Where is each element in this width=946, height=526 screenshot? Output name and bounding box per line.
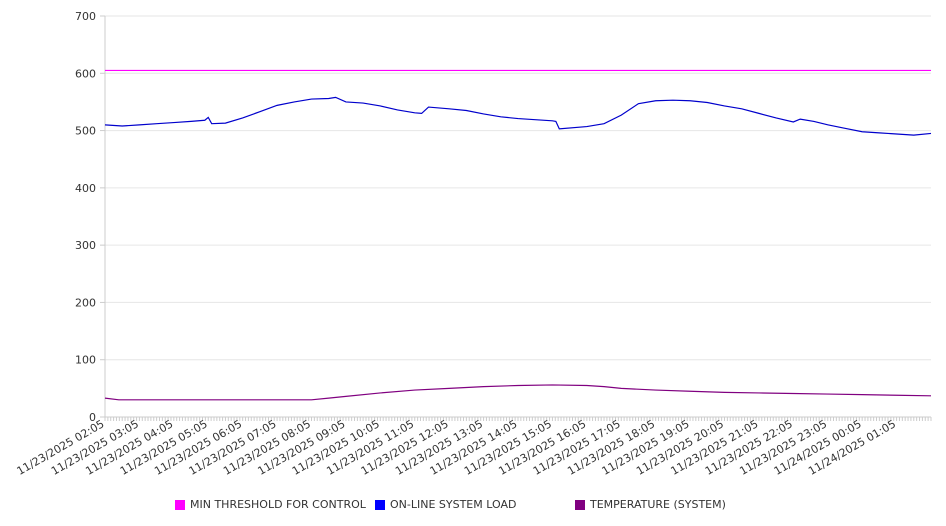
legend-item-load: ON-LINE SYSTEM LOAD — [375, 498, 516, 511]
legend-item-threshold: MIN THRESHOLD FOR CONTROL — [175, 498, 366, 511]
y-tick-label: 400 — [75, 182, 96, 195]
y-tick-label: 500 — [75, 125, 96, 138]
legend-item-temperature: TEMPERATURE (SYSTEM) — [575, 498, 726, 511]
y-tick-label: 0 — [89, 411, 96, 424]
legend: MIN THRESHOLD FOR CONTROL ON-LINE SYSTEM… — [0, 498, 946, 514]
y-tick-label: 600 — [75, 67, 96, 80]
series-line-2 — [104, 384, 932, 401]
legend-swatch — [575, 499, 585, 510]
y-tick-label: 300 — [75, 239, 96, 252]
y-tick-label: 700 — [75, 10, 96, 23]
legend-swatch — [375, 499, 385, 510]
series-line-1 — [104, 96, 932, 136]
legend-label: ON-LINE SYSTEM LOAD — [390, 498, 517, 511]
y-tick-label: 100 — [75, 354, 96, 367]
y-tick-label: 200 — [75, 296, 96, 309]
legend-label: TEMPERATURE (SYSTEM) — [590, 498, 726, 511]
legend-label: MIN THRESHOLD FOR CONTROL — [190, 498, 366, 511]
legend-swatch — [175, 499, 185, 510]
